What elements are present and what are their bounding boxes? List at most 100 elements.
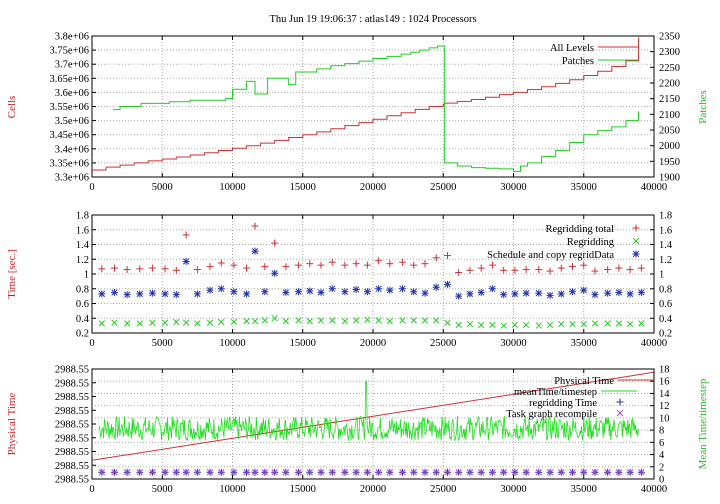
regridding-total-point (352, 260, 360, 268)
regridding-point (306, 318, 313, 325)
regridding-point (352, 317, 360, 324)
schedule-copy-point (193, 290, 201, 298)
regridding-total-point (637, 264, 645, 272)
schedule-copy-point (282, 288, 290, 296)
regridding-total-point (455, 269, 463, 277)
y2-tick-label: 1950 (659, 157, 680, 168)
regridding-point (230, 318, 238, 326)
legend-label-patches: Patches (562, 56, 594, 67)
schedule-copy-point (580, 286, 588, 294)
schedule-copy-point (243, 290, 251, 298)
schedule-copy-point (386, 286, 394, 294)
regridding-total-point (604, 266, 612, 274)
task-graph-point (182, 469, 190, 476)
regridding-point (444, 319, 451, 326)
task-graph-point (341, 469, 349, 476)
legend-marker (616, 398, 624, 406)
regridding-point (182, 319, 190, 326)
regridding-total-point (271, 239, 279, 247)
y-tick-label: 2988.55 (55, 392, 89, 403)
regridding-point (489, 321, 496, 329)
schedule-copy-point (306, 287, 314, 295)
series-line-physical-time (91, 371, 655, 461)
x-tick-label: 15000 (290, 484, 316, 495)
regridding-total-point (443, 252, 451, 260)
series-line-patches (113, 45, 640, 172)
tick-labels: 0 5000 10000 15000 20000 25000 30000 35000 40000… (55, 365, 670, 496)
regridding-point (386, 318, 394, 325)
physical-time-chart: 0 5000 10000 15000 20000 25000 30000 35000 40000… (6, 365, 709, 496)
regridding-point (136, 320, 143, 327)
schedule-copy-point (500, 291, 508, 299)
legend-label-regridding-time: regridding Time (529, 398, 597, 409)
y-tick-label: 3.4e+06 (55, 144, 89, 155)
schedule-copy-point (271, 269, 279, 277)
regridding-total-point (328, 258, 336, 266)
schedule-copy-point (261, 288, 269, 296)
task-graph-point (580, 469, 587, 476)
schedule-copy-point (110, 288, 118, 296)
y-axis-label-time: Time [sec.] (6, 249, 18, 299)
regridding-point (399, 317, 406, 324)
grid-lines (92, 369, 654, 479)
regridding-total-point (317, 261, 325, 269)
regridding-point (591, 320, 599, 327)
y2-tick-label: 2250 (659, 63, 680, 74)
figure-title: Thu Jun 19 19:06:37 : atlas149 : 1024 Pr… (269, 14, 476, 25)
task-graph-point (149, 469, 156, 476)
schedule-copy-point (443, 280, 451, 288)
task-graph-point (591, 469, 599, 476)
regridding-total-point (98, 265, 106, 273)
regridding-total-point (193, 266, 201, 274)
regridding-point (466, 320, 474, 328)
cells-patches-chart: 0 5000 10000 15000 20000 25000 30000 35000 40000… (6, 32, 709, 194)
task-graph-point (522, 469, 530, 476)
x-tick-label: 20000 (360, 338, 386, 349)
x-tick-label: 40000 (641, 338, 667, 349)
regridding-point (98, 320, 105, 327)
regridding-point (271, 315, 278, 322)
y-tick-label: 1.6 (76, 225, 89, 236)
data-series (91, 371, 655, 476)
regridding-point (295, 317, 302, 324)
task-graph-point (626, 469, 634, 476)
schedule-copy-point (591, 291, 599, 299)
schedule-copy-point (522, 289, 530, 297)
schedule-copy-point (217, 285, 225, 293)
task-graph-point (421, 469, 429, 476)
y2-tick-label: 0.2 (659, 329, 672, 340)
task-graph-point (123, 469, 131, 476)
y2-tick-label: 6 (659, 438, 664, 449)
regridding-point (546, 321, 554, 329)
schedule-copy-point (399, 285, 407, 293)
task-graph-point (375, 469, 382, 476)
y2-tick-label: 2300 (659, 47, 680, 58)
task-graph-point (194, 469, 201, 476)
x-tick-label: 15000 (290, 182, 316, 193)
y-tick-label: 2988.55 (55, 420, 89, 431)
schedule-copy-point (136, 290, 144, 298)
y-tick-label: 3.8e+06 (55, 32, 89, 43)
x-tick-label: 25000 (430, 182, 456, 193)
x-tick-label: 30000 (500, 338, 526, 349)
task-graph-point (478, 469, 485, 476)
task-graph-point (282, 469, 290, 476)
y2-tick-label: 2150 (659, 94, 680, 105)
schedule-copy-point (328, 285, 336, 293)
legend-marker (632, 224, 640, 232)
legend-label-task-graph: Task graph recompile (506, 409, 597, 420)
legend-label-physical-time: Physical Time (554, 376, 614, 387)
regridding-total-point (341, 261, 349, 269)
y-tick-label: 3.75e+06 (50, 46, 89, 57)
x-tick-label: 35000 (571, 182, 597, 193)
task-graph-point (410, 469, 417, 476)
x-tick-label: 10000 (219, 484, 245, 495)
regridding-point (251, 318, 259, 325)
x-tick-label: 15000 (290, 338, 316, 349)
x-tick-label: 10000 (219, 338, 245, 349)
y2-tick-label: 2 (659, 462, 664, 473)
schedule-copy-point (421, 289, 429, 297)
y-tick-label: 2988.55 (55, 406, 89, 417)
regridding-point (111, 319, 118, 326)
regridding-total-point (511, 266, 519, 274)
